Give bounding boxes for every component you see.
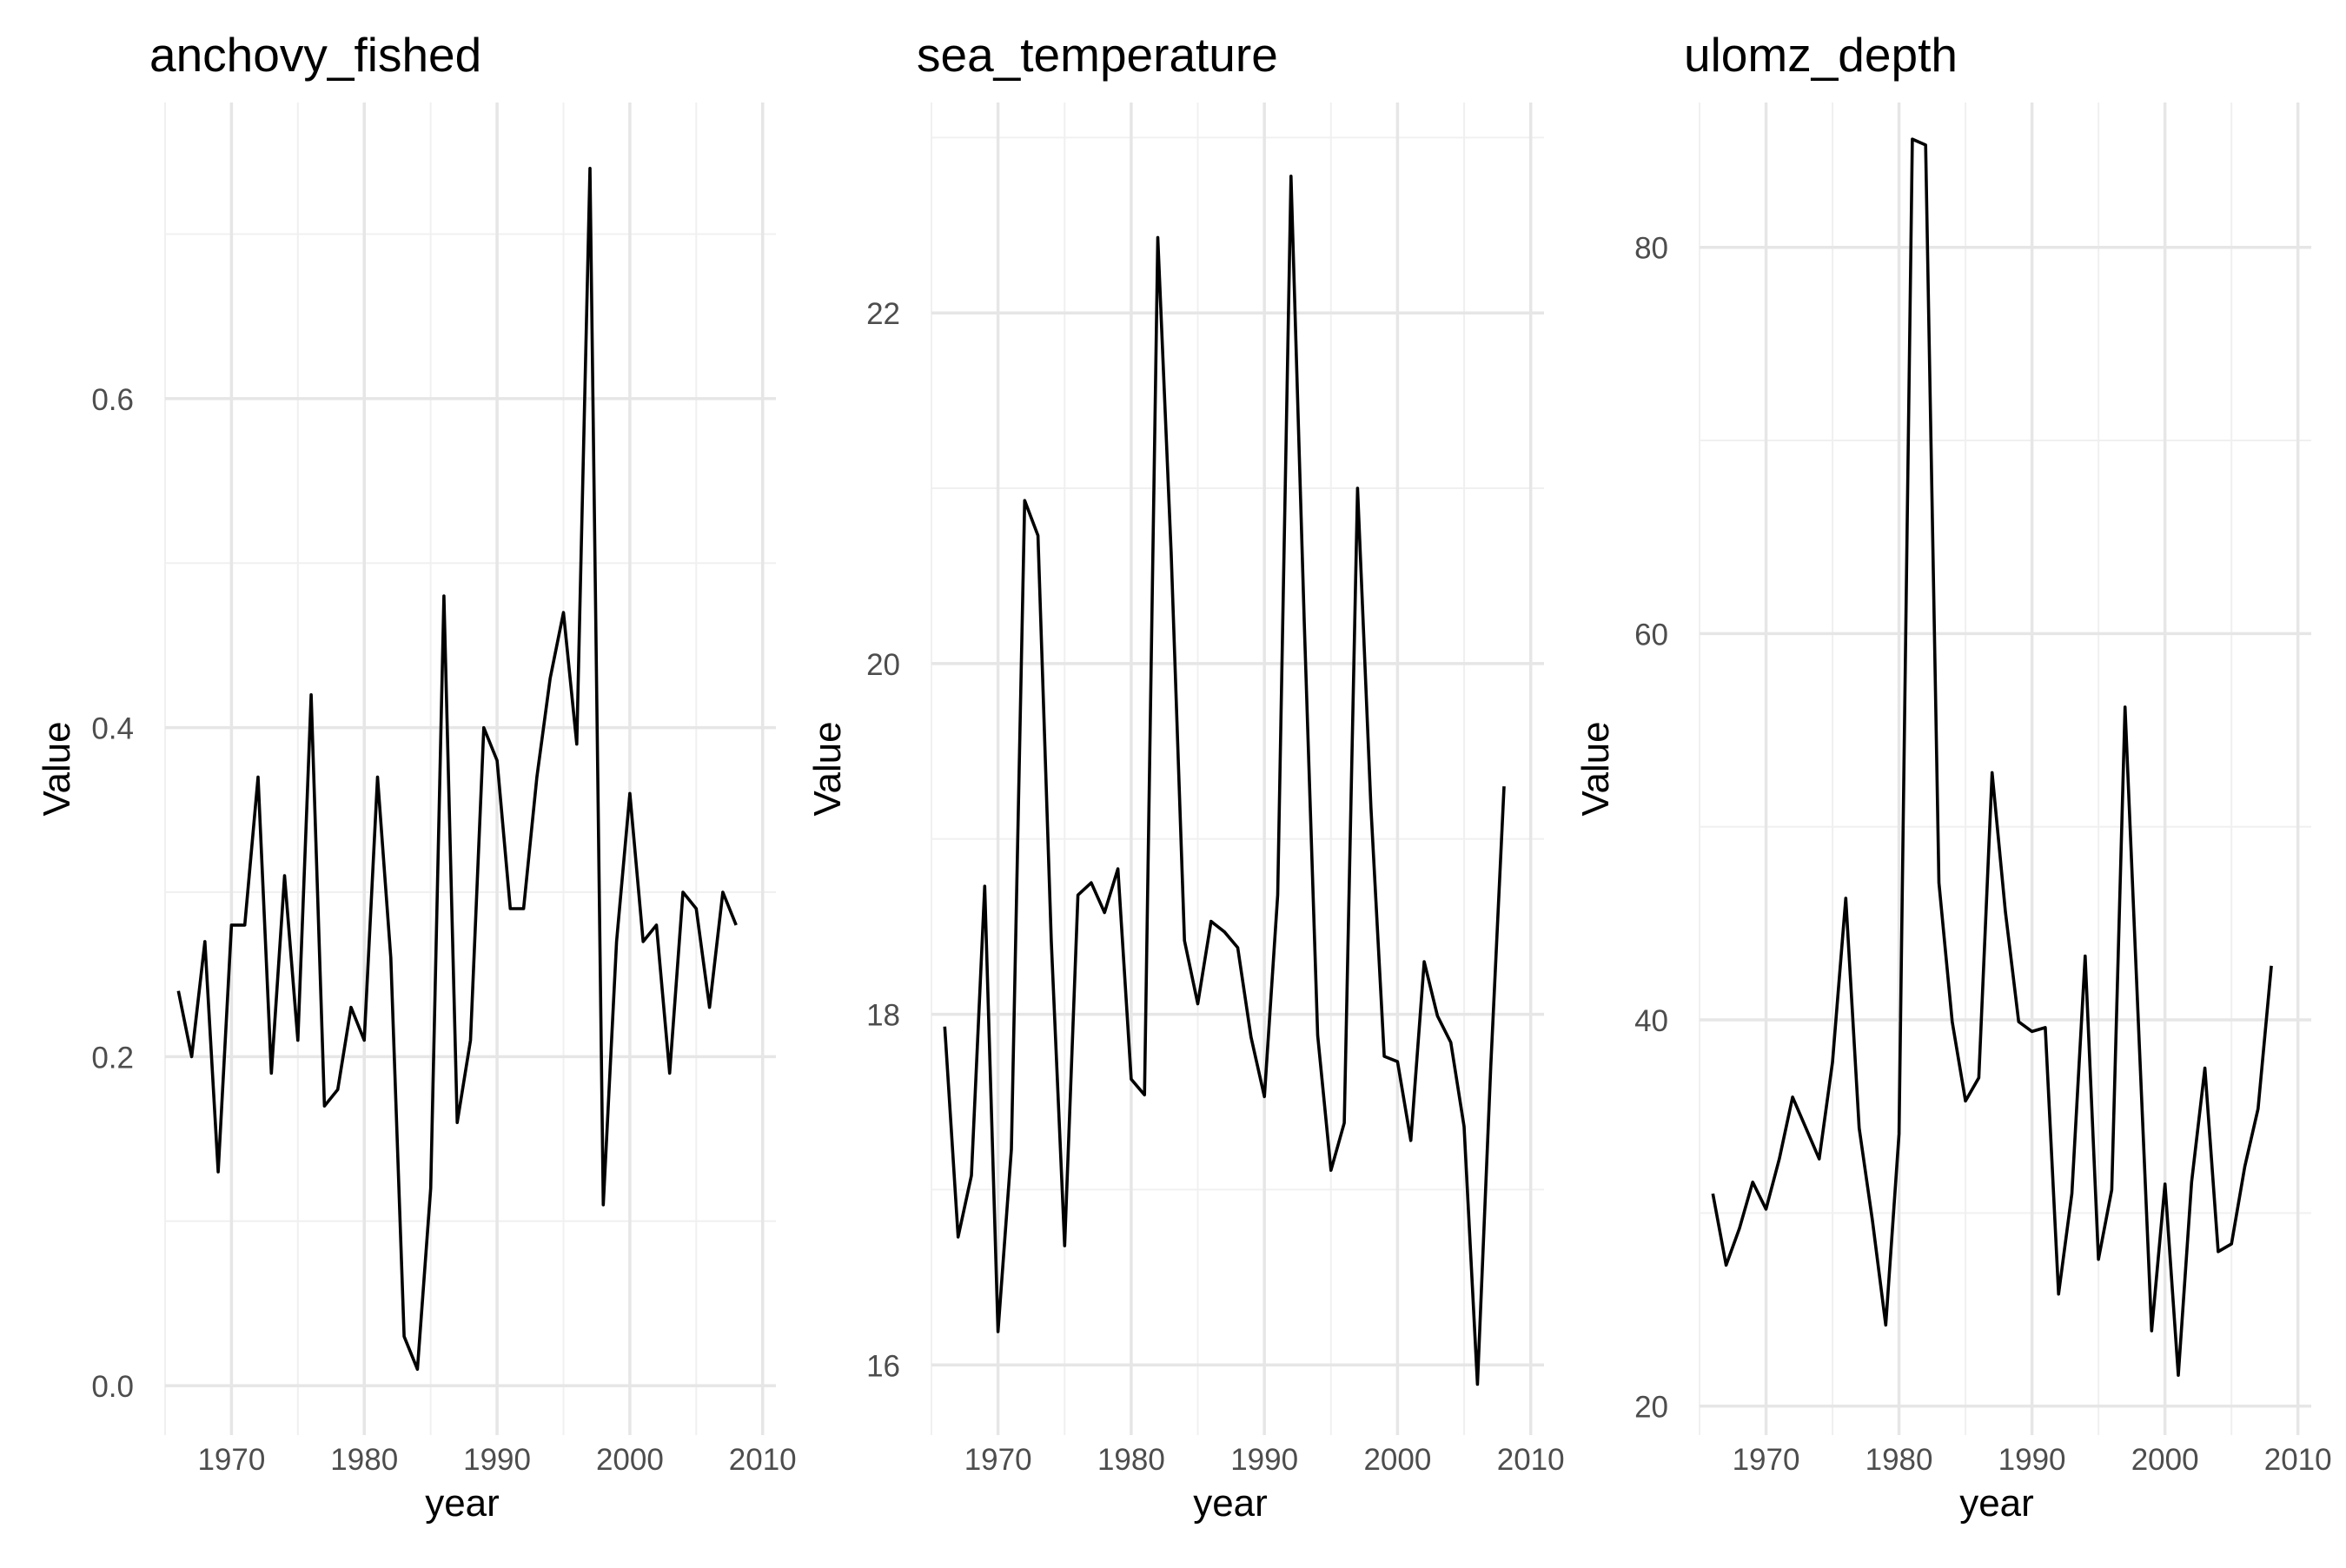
y-tick-label: 0.6 bbox=[91, 383, 134, 417]
y-tick-label: 20 bbox=[1634, 1391, 1668, 1425]
panel-title: sea_temperature bbox=[917, 28, 1278, 82]
x-axis-label: year bbox=[1193, 1482, 1268, 1525]
x-tick-label: 1980 bbox=[1866, 1443, 1933, 1477]
panel-sea-temperature: sea_temperature 16 18 20 22 1970 1980 1990 200… bbox=[806, 28, 1565, 1525]
x-tick-label: 2000 bbox=[1363, 1443, 1431, 1477]
x-tick-label: 2010 bbox=[1497, 1443, 1565, 1477]
y-tick-label: 22 bbox=[866, 297, 900, 331]
y-tick-label: 0.0 bbox=[91, 1370, 134, 1404]
x-tick-labels: 1970 1980 1990 2000 2010 bbox=[197, 1443, 796, 1477]
y-axis-label: Value bbox=[36, 721, 78, 816]
y-tick-label: 20 bbox=[866, 648, 900, 682]
y-tick-label: 60 bbox=[1634, 618, 1668, 652]
x-tick-label: 2010 bbox=[2264, 1443, 2332, 1477]
y-tick-labels: 20 40 60 80 bbox=[1634, 232, 1668, 1425]
y-tick-label: 16 bbox=[866, 1349, 900, 1383]
x-tick-label: 2010 bbox=[729, 1443, 797, 1477]
y-axis-label: Value bbox=[806, 721, 849, 816]
panel-anchovy-fished: anchovy_fished 0.0 0.2 0.4 0.6 1970 1980 1990… bbox=[36, 28, 797, 1525]
x-tick-label: 1990 bbox=[1998, 1443, 2066, 1477]
y-tick-label: 18 bbox=[866, 999, 900, 1033]
grid bbox=[165, 103, 776, 1435]
x-tick-label: 1980 bbox=[330, 1443, 398, 1477]
series-line bbox=[178, 169, 736, 1370]
y-tick-label: 0.2 bbox=[91, 1041, 134, 1075]
x-tick-label: 2000 bbox=[2131, 1443, 2199, 1477]
x-tick-label: 1990 bbox=[463, 1443, 531, 1477]
panel-title: ulomz_depth bbox=[1684, 28, 1958, 82]
panel-ulomz-depth: ulomz_depth 20 40 60 80 1970 1980 1990 2000 201… bbox=[1574, 28, 2332, 1525]
x-tick-labels: 1970 1980 1990 2000 2010 bbox=[1733, 1443, 2332, 1477]
series-line bbox=[1713, 139, 2271, 1375]
y-tick-label: 40 bbox=[1634, 1004, 1668, 1038]
series-polyline bbox=[944, 176, 1504, 1385]
y-tick-labels: 16 18 20 22 bbox=[866, 297, 900, 1383]
series-polyline bbox=[1713, 139, 2271, 1375]
y-tick-labels: 0.0 0.2 0.4 0.6 bbox=[91, 383, 134, 1404]
x-tick-label: 1980 bbox=[1097, 1443, 1165, 1477]
x-tick-label: 1990 bbox=[1230, 1443, 1298, 1477]
panel-title: anchovy_fished bbox=[149, 28, 481, 82]
series-line bbox=[944, 176, 1504, 1385]
x-tick-labels: 1970 1980 1990 2000 2010 bbox=[964, 1443, 1565, 1477]
y-axis-label: Value bbox=[1574, 721, 1617, 816]
x-tick-label: 1970 bbox=[197, 1443, 265, 1477]
grid bbox=[931, 103, 1544, 1435]
x-tick-label: 1970 bbox=[964, 1443, 1032, 1477]
y-tick-label: 80 bbox=[1634, 232, 1668, 266]
x-tick-label: 2000 bbox=[596, 1443, 664, 1477]
grid bbox=[1700, 103, 2311, 1435]
y-tick-label: 0.4 bbox=[91, 712, 134, 746]
x-axis-label: year bbox=[425, 1482, 500, 1525]
x-tick-label: 1970 bbox=[1733, 1443, 1800, 1477]
series-polyline bbox=[178, 169, 736, 1369]
x-axis-label: year bbox=[1959, 1482, 2034, 1525]
